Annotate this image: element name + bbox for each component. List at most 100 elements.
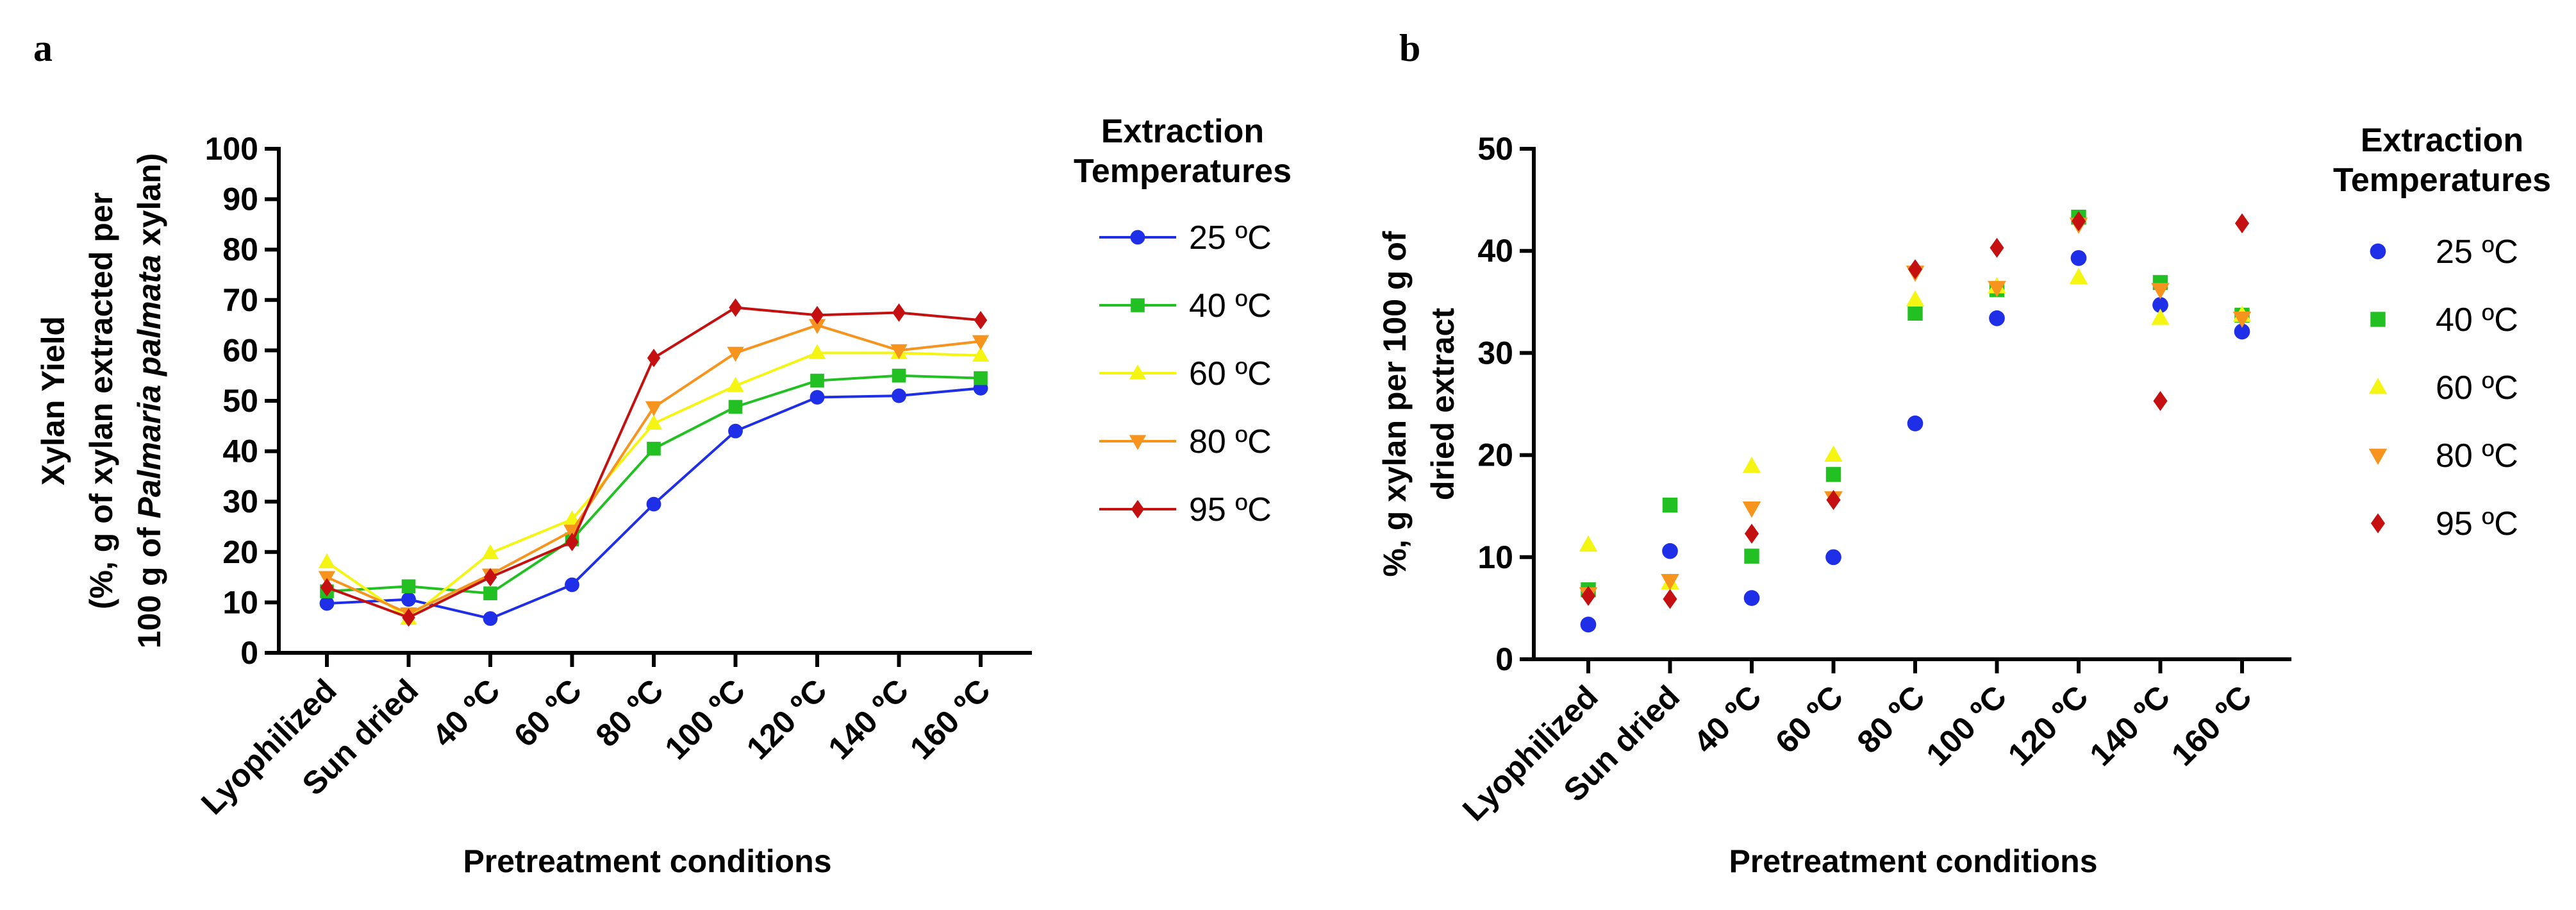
y-axis-title-line: %, g xylan per 100 g of <box>1377 231 1413 577</box>
legend-marker <box>1131 500 1145 519</box>
legend-marker <box>2368 378 2388 394</box>
data-point <box>1662 543 1678 559</box>
y-tick-label: 20 <box>1477 437 1513 473</box>
x-tick-label: 140 ºC <box>2082 678 2177 773</box>
panel-label: b <box>1399 27 1420 69</box>
data-point <box>563 510 581 526</box>
legend-label: 95 ºC <box>2436 505 2518 543</box>
data-point <box>647 441 661 456</box>
data-point <box>1743 590 1760 606</box>
data-point <box>810 373 824 388</box>
data-point <box>2151 283 2170 299</box>
data-point <box>645 401 663 417</box>
series-95 ºC <box>1581 211 2250 609</box>
legend-title: Temperatures <box>2333 162 2551 199</box>
legend-label: 40 ºC <box>2436 301 2518 339</box>
data-point <box>892 368 906 383</box>
data-point <box>808 344 826 359</box>
data-point <box>892 388 906 403</box>
series-line <box>326 323 981 615</box>
data-point <box>2152 297 2168 313</box>
y-tick-label: 30 <box>222 484 258 519</box>
data-point <box>1744 523 1759 544</box>
data-point <box>1906 290 1925 307</box>
legend-marker <box>1129 435 1147 450</box>
data-point <box>1825 467 1841 482</box>
legend-label: 40 ºC <box>1189 287 1272 324</box>
y-tick-label: 60 <box>222 332 258 368</box>
data-point <box>1826 490 1841 510</box>
data-point <box>402 608 415 627</box>
x-tick-label: 100 ºC <box>658 672 752 766</box>
data-point <box>972 346 990 362</box>
legend-item: 25 ºC <box>2370 233 2518 271</box>
legend-label: 95 ºC <box>1189 491 1272 528</box>
data-point <box>1581 586 1596 606</box>
series-40 ºC <box>320 368 988 601</box>
data-point <box>320 578 334 597</box>
y-tick-label: 0 <box>1495 641 1513 677</box>
data-point <box>1661 574 1679 591</box>
data-point <box>1744 548 1759 564</box>
data-point <box>645 414 663 430</box>
legend-item: 40 ºC <box>2370 301 2518 339</box>
data-point <box>2070 249 2087 266</box>
y-tick-label: 0 <box>240 635 258 671</box>
data-point <box>565 577 579 593</box>
y-tick-label: 90 <box>222 181 258 217</box>
legend-item: 25 ºC <box>1099 219 1272 257</box>
series-60 ºC <box>318 344 990 625</box>
x-tick-label: 40 ºC <box>426 672 507 754</box>
y-tick-label: 50 <box>1477 131 1513 167</box>
legend-title: Temperatures <box>1074 153 1292 190</box>
x-tick-label: 160 ºC <box>903 672 997 766</box>
y-tick-label: 20 <box>222 534 258 570</box>
series-line <box>326 351 981 621</box>
data-point <box>2071 211 2086 232</box>
data-point <box>1824 445 1843 462</box>
x-axis-title: Pretreatment conditions <box>1729 843 2097 879</box>
x-tick-label: 140 ºC <box>821 672 915 766</box>
y-axis-title-line: Xylan Yield <box>35 316 71 485</box>
y-axis-title-line: dried extract <box>1425 308 1461 500</box>
data-point <box>1990 237 2004 258</box>
y-tick-label: 70 <box>222 282 258 318</box>
data-point <box>729 298 742 317</box>
series-95 ºC <box>320 298 988 627</box>
y-tick-label: 40 <box>222 434 258 469</box>
data-point <box>319 596 335 611</box>
legend-title: Extraction <box>1101 113 1264 150</box>
legend-item: 60 ºC <box>2368 369 2518 407</box>
legend-item: 95 ºC <box>1099 491 1272 528</box>
data-point <box>1580 616 1597 633</box>
data-point <box>2234 213 2250 233</box>
data-point <box>728 400 743 414</box>
data-point <box>2232 311 2252 328</box>
data-point <box>727 346 744 362</box>
legend-item: 60 ºC <box>1099 355 1272 392</box>
data-point <box>1907 259 1923 280</box>
data-point <box>1742 501 1761 518</box>
legend-marker <box>2370 243 2386 260</box>
data-point <box>483 611 498 626</box>
y-axis-title-line: (%, g of xylan extracted per <box>83 192 119 609</box>
panel-label: a <box>33 27 53 69</box>
legend-label: 80 ºC <box>2436 437 2518 475</box>
data-point <box>1579 535 1598 552</box>
data-point <box>890 344 908 360</box>
data-point <box>401 592 416 607</box>
legend-label: 25 ºC <box>1189 219 1272 257</box>
data-point <box>1825 549 1841 566</box>
x-tick-label: 160 ºC <box>2165 678 2259 773</box>
data-point <box>2234 323 2250 340</box>
legend-item: 80 ºC <box>1099 423 1272 460</box>
data-point <box>2153 391 2168 411</box>
series-25 ºC <box>319 380 988 626</box>
data-point <box>1742 457 1761 473</box>
x-tick-label: 40 ºC <box>1687 678 1768 760</box>
data-point <box>727 376 744 392</box>
